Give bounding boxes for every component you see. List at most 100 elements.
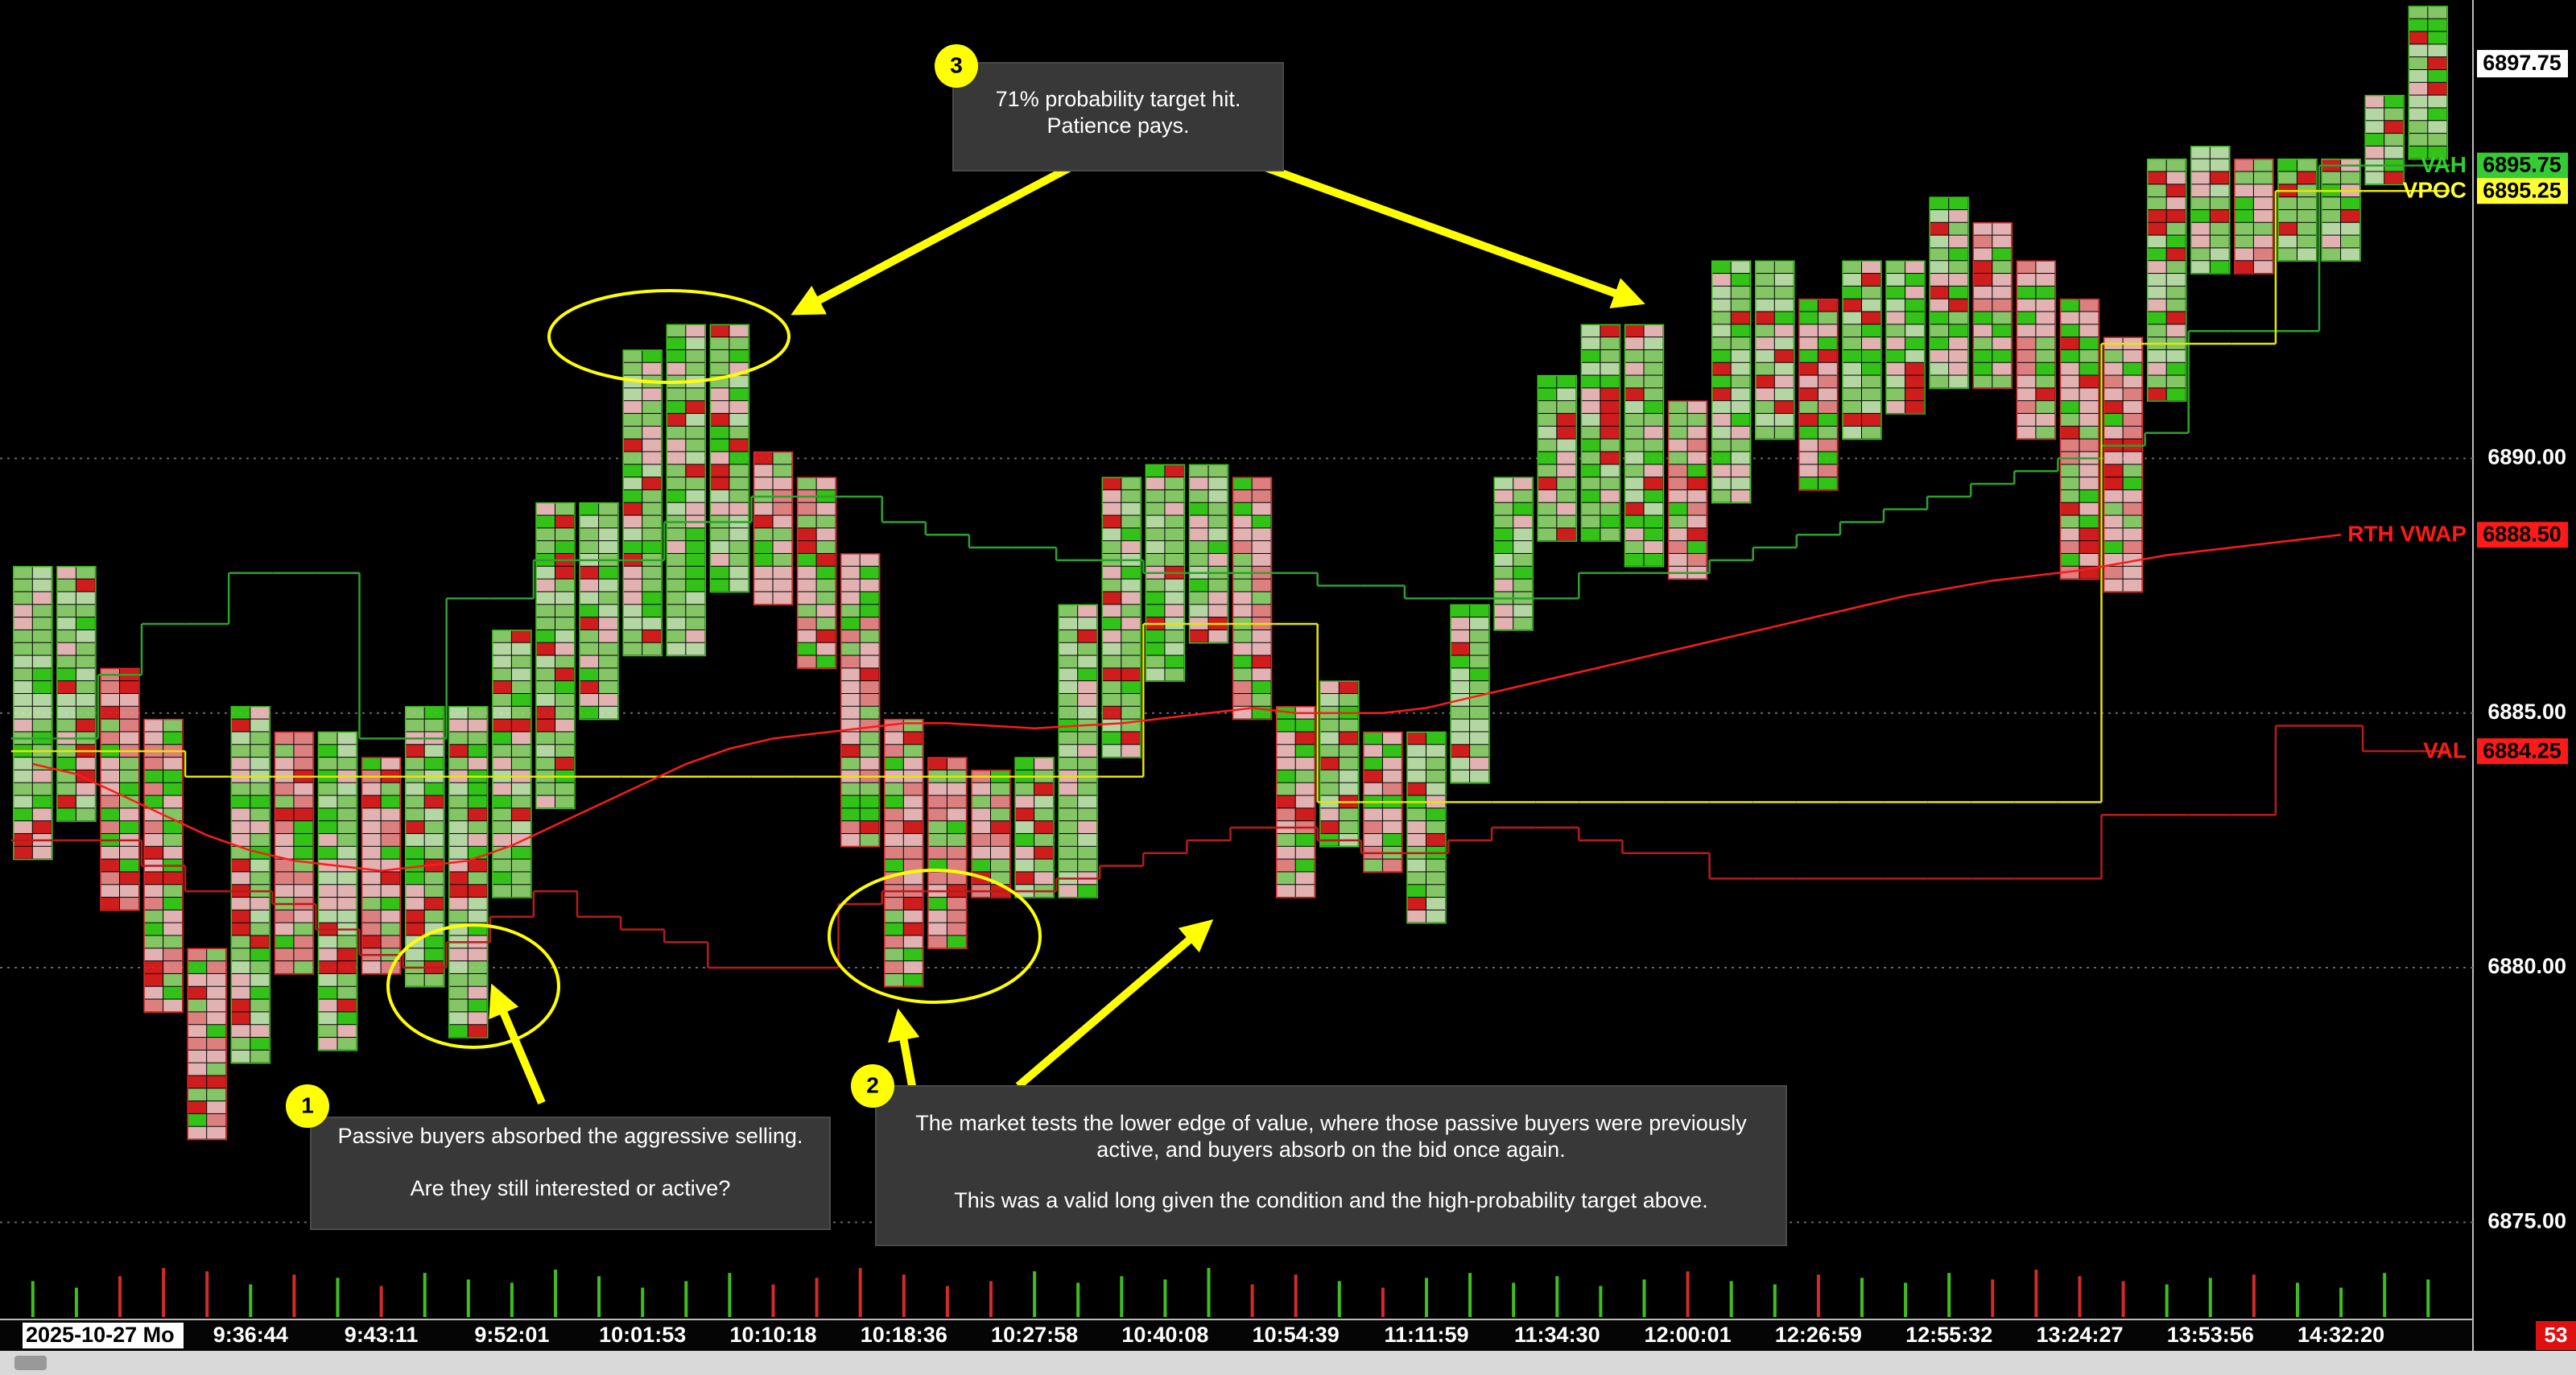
footprint-cell <box>511 732 530 745</box>
scrollbar[interactable] <box>0 1351 2576 1375</box>
footprint-cell <box>686 349 705 362</box>
footprint-cell <box>1905 274 1925 286</box>
scrollbar-thumb[interactable] <box>14 1356 47 1370</box>
footprint-cell <box>1949 324 1968 337</box>
annotation-box <box>310 1117 831 1230</box>
footprint-cell <box>1295 719 1315 732</box>
footprint-cell <box>903 961 923 973</box>
footprint-cell <box>468 872 487 885</box>
footprint-cell <box>101 808 119 821</box>
footprint-cell <box>120 859 138 872</box>
footprint-cell <box>1276 732 1295 745</box>
footprint-cell <box>120 782 138 795</box>
footprint-cell <box>991 846 1009 859</box>
bar <box>100 667 140 911</box>
footprint-cell <box>144 885 163 898</box>
footprint-cell <box>1581 452 1600 465</box>
footprint-cell <box>753 554 773 566</box>
footprint-cell <box>511 693 530 706</box>
footprint-cell <box>884 961 903 973</box>
footprint-cell <box>753 528 773 541</box>
footprint-cell <box>188 973 207 986</box>
footprint-cell <box>1078 642 1097 655</box>
footprint-cell <box>318 885 337 898</box>
footprint-cell <box>1668 401 1687 414</box>
volume-bar <box>1729 1281 1733 1317</box>
footprint-cell <box>337 846 357 859</box>
footprint-cell <box>13 808 32 821</box>
footprint-cell <box>250 910 270 923</box>
footprint-cell <box>144 846 163 859</box>
footprint-cell <box>1992 286 2012 299</box>
footprint-cell <box>361 833 381 846</box>
footprint-cell <box>361 795 381 808</box>
footprint-cell <box>1121 706 1141 719</box>
footprint-cell <box>1102 719 1121 732</box>
footprint-cell <box>1600 324 1620 337</box>
footprint-cell <box>250 833 270 846</box>
volume-bar <box>728 1273 732 1317</box>
footprint-cell <box>144 999 163 1012</box>
footprint-cell <box>2428 19 2447 31</box>
footprint-cell <box>188 1012 207 1025</box>
footprint-cell <box>1339 821 1358 833</box>
volume-bar <box>1337 1281 1341 1317</box>
footprint-cell <box>448 1012 468 1025</box>
footprint-cell <box>1165 465 1184 477</box>
bar <box>2103 337 2144 593</box>
footprint-cell <box>1470 655 1489 668</box>
footprint-cell <box>381 910 400 923</box>
footprint-cell <box>1494 477 1513 489</box>
volume-bar <box>2339 1287 2343 1317</box>
annotation-badge <box>935 44 978 88</box>
footprint-cell <box>511 630 530 642</box>
footprint-cell <box>337 732 357 745</box>
footprint-cell <box>1862 388 1880 401</box>
footprint-cell <box>1905 261 1925 274</box>
footprint-cell <box>840 681 860 693</box>
footprint-cell <box>1426 821 1445 833</box>
bar <box>492 630 532 898</box>
footprint-cell <box>555 642 574 655</box>
footprint-cell <box>32 592 52 605</box>
level-value-box <box>2477 178 2568 204</box>
footprint-cell <box>56 642 76 655</box>
footprint-cell <box>337 1012 357 1025</box>
bar <box>1885 260 1926 415</box>
level-name: VAL <box>2423 738 2467 763</box>
footprint-cell <box>144 770 163 782</box>
footprint-cell <box>2210 171 2229 184</box>
footprint-cell <box>903 923 923 935</box>
footprint-cell <box>797 554 816 566</box>
footprint-cell <box>642 605 662 617</box>
footprint-cell <box>1034 833 1054 846</box>
footprint-cell <box>1121 592 1141 605</box>
footprint-cell <box>2147 324 2166 337</box>
footprint-cell <box>753 502 773 515</box>
footprint-cell <box>2365 108 2384 121</box>
footprint-cell <box>2103 515 2123 528</box>
footprint-cell <box>710 477 729 489</box>
footprint-cell <box>32 795 52 808</box>
footprint-cell <box>1774 312 1794 324</box>
footprint-cell <box>32 579 52 592</box>
footprint-cell <box>1644 515 1663 528</box>
footprint-cell <box>1581 465 1600 477</box>
footprint-cell <box>972 859 990 872</box>
footprint-cell <box>1774 286 1794 299</box>
footprint-cell <box>448 719 468 732</box>
footprint-cell <box>1382 758 1402 770</box>
footprint-cell <box>1165 515 1184 528</box>
footprint-cell <box>1451 617 1470 630</box>
footprint-cell <box>991 782 1009 795</box>
footprint-cell <box>1078 681 1097 693</box>
footprint-cell <box>773 515 792 528</box>
footprint-cell <box>250 1050 270 1063</box>
footprint-cell <box>1102 477 1121 489</box>
footprint-cell <box>2147 312 2166 324</box>
footprint-cell <box>1818 312 1837 324</box>
volume-bar <box>2252 1274 2256 1317</box>
footprint-cell <box>250 1025 270 1038</box>
bar <box>622 349 663 657</box>
